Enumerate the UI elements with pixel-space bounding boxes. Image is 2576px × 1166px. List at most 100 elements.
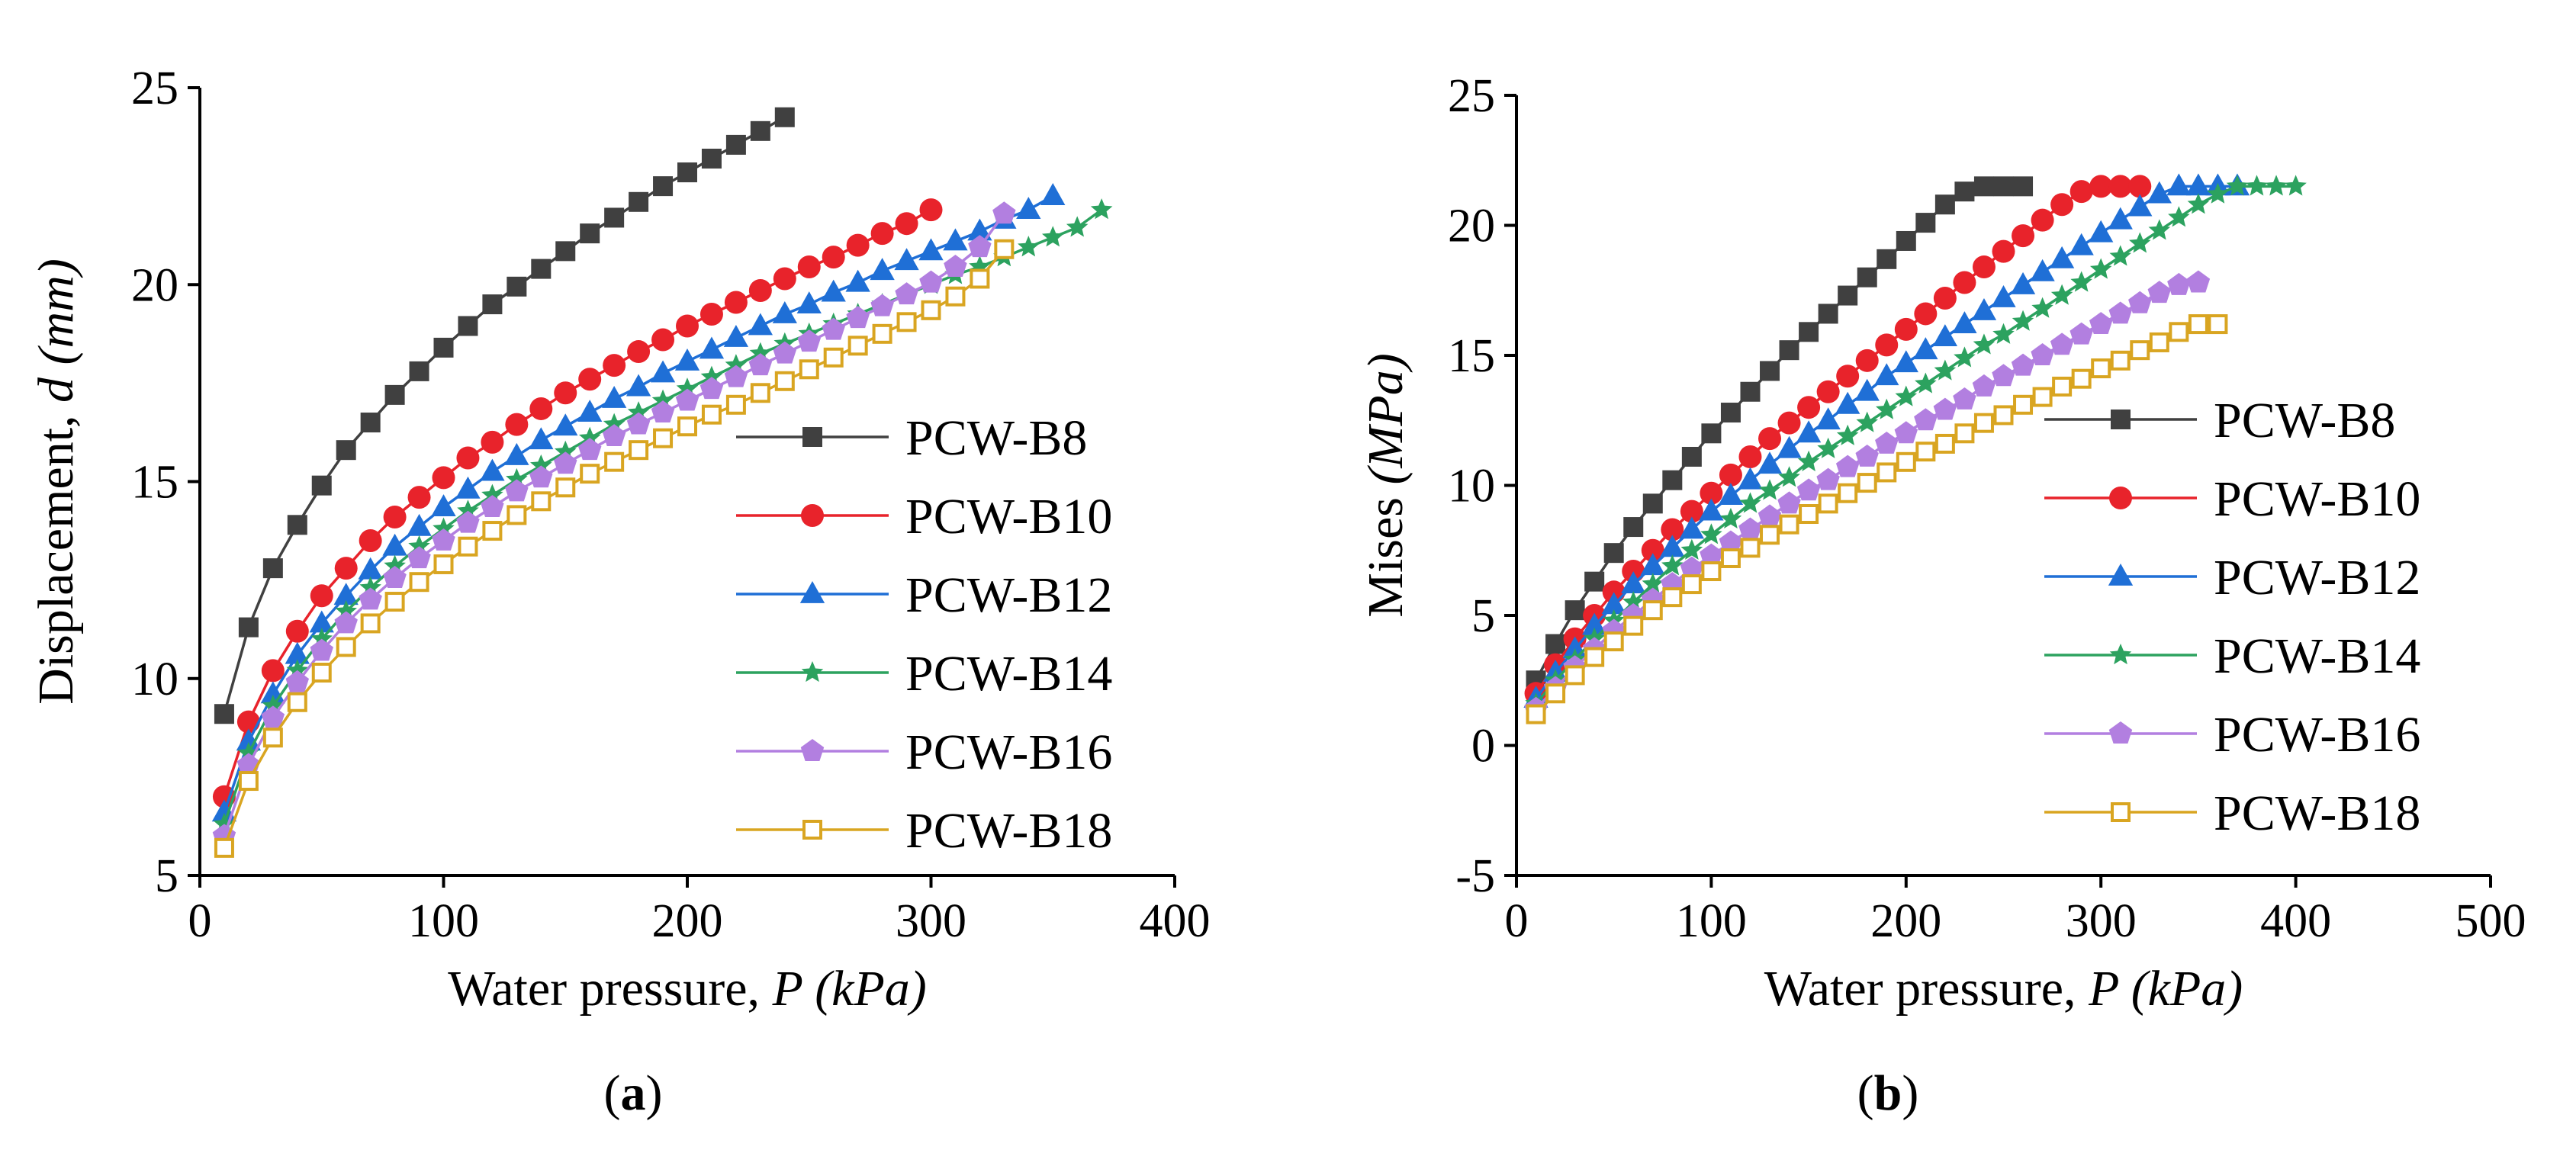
data-point (1934, 194, 1955, 215)
legend-marker (2108, 721, 2133, 744)
data-point (1933, 286, 1957, 310)
legend-entry: PCW-B8 (2214, 393, 2395, 448)
legend-entry: PCW-B14 (905, 646, 1112, 702)
data-point (2011, 353, 2035, 376)
data-point (796, 291, 822, 313)
data-point (1584, 571, 1605, 592)
panel-label-close: ) (1902, 1065, 1918, 1121)
data-point (2226, 175, 2249, 196)
data-point (653, 176, 674, 197)
data-point (2089, 175, 2113, 198)
data-point (2168, 206, 2190, 227)
data-point (2069, 180, 2093, 204)
data-point (872, 323, 892, 344)
legend-marker (799, 581, 825, 603)
data-point (310, 638, 333, 661)
data-point (1993, 405, 2014, 426)
data-point (773, 267, 796, 291)
data-point (1799, 322, 1819, 342)
data-point (699, 336, 725, 359)
data-point (2030, 259, 2055, 281)
data-point (456, 446, 480, 470)
data-point (774, 107, 795, 127)
data-point (2013, 394, 2034, 415)
data-point (774, 371, 795, 391)
data-point (651, 328, 675, 352)
data-point (1041, 226, 1064, 247)
data-point (870, 294, 894, 316)
y-tick-label: 5 (1471, 590, 1495, 642)
data-point (2050, 193, 2074, 217)
x-tick-label: 200 (1870, 895, 1941, 947)
y-tick-label: 10 (1448, 461, 1495, 512)
data-point (1623, 615, 1644, 636)
data-point (701, 148, 722, 169)
data-point (1972, 255, 1996, 279)
data-point (822, 317, 845, 340)
data-point (2069, 233, 2094, 255)
data-point (1018, 236, 1040, 257)
x-axis-label-text: Water pressure, (1764, 961, 2089, 1017)
legend-entry: PCW-B12 (905, 567, 1112, 623)
x-axis-label-unit: (kPa) (802, 961, 927, 1017)
data-point (674, 348, 700, 371)
data-point (1681, 446, 1702, 467)
data-point (1601, 592, 1626, 615)
data-point (529, 397, 553, 420)
legend-marker (2111, 410, 2131, 429)
data-point (797, 329, 821, 352)
legend-marker (2108, 564, 2134, 586)
data-point (1796, 420, 1822, 443)
y-tick-label: 10 (131, 654, 178, 705)
data-point (968, 235, 992, 258)
data-point (1700, 523, 1722, 544)
legend-entry: PCW-B16 (2214, 707, 2420, 763)
series-line (223, 116, 786, 715)
series-pcw-b16 (1524, 270, 2211, 719)
data-point (1818, 304, 1838, 324)
data-point (1719, 463, 1742, 487)
data-point (1835, 391, 1860, 414)
data-point (675, 388, 699, 411)
panel-label-close: ) (646, 1065, 663, 1121)
data-point (1642, 600, 1663, 621)
data-point (895, 282, 918, 305)
data-point (896, 312, 917, 332)
data-point (262, 728, 283, 748)
data-point (2128, 291, 2152, 313)
y-tick-label: 0 (1471, 721, 1495, 773)
y-tick-label: 20 (1448, 201, 1495, 252)
data-point (481, 495, 504, 518)
data-point (1066, 216, 1089, 237)
data-point (432, 466, 455, 490)
panel-label-letter: b (1874, 1065, 1902, 1121)
data-point (1662, 470, 1683, 490)
data-point (1838, 285, 1858, 306)
data-point (214, 704, 234, 724)
data-point (238, 617, 259, 638)
data-point (384, 384, 405, 405)
data-point (724, 291, 748, 314)
data-point (1642, 493, 1663, 514)
data-point (2071, 368, 2092, 389)
data-point (994, 239, 1015, 259)
data-point (1681, 574, 1702, 595)
data-point (2147, 281, 2172, 304)
data-point (2148, 219, 2171, 240)
legend-marker (801, 661, 824, 683)
data-point (2109, 245, 2132, 266)
data-point (629, 440, 649, 461)
data-point (2187, 193, 2210, 214)
data-point (1642, 573, 1664, 594)
data-point (309, 610, 334, 633)
data-point (2110, 350, 2131, 371)
data-point (2208, 314, 2228, 335)
data-point (382, 533, 407, 556)
data-point (1971, 298, 1997, 320)
series-pcw-b10 (1524, 175, 2152, 705)
data-point (1603, 631, 1624, 652)
data-point (1641, 538, 1664, 562)
data-point (577, 400, 603, 422)
data-point (2108, 207, 2133, 230)
data-point (1857, 267, 1877, 287)
